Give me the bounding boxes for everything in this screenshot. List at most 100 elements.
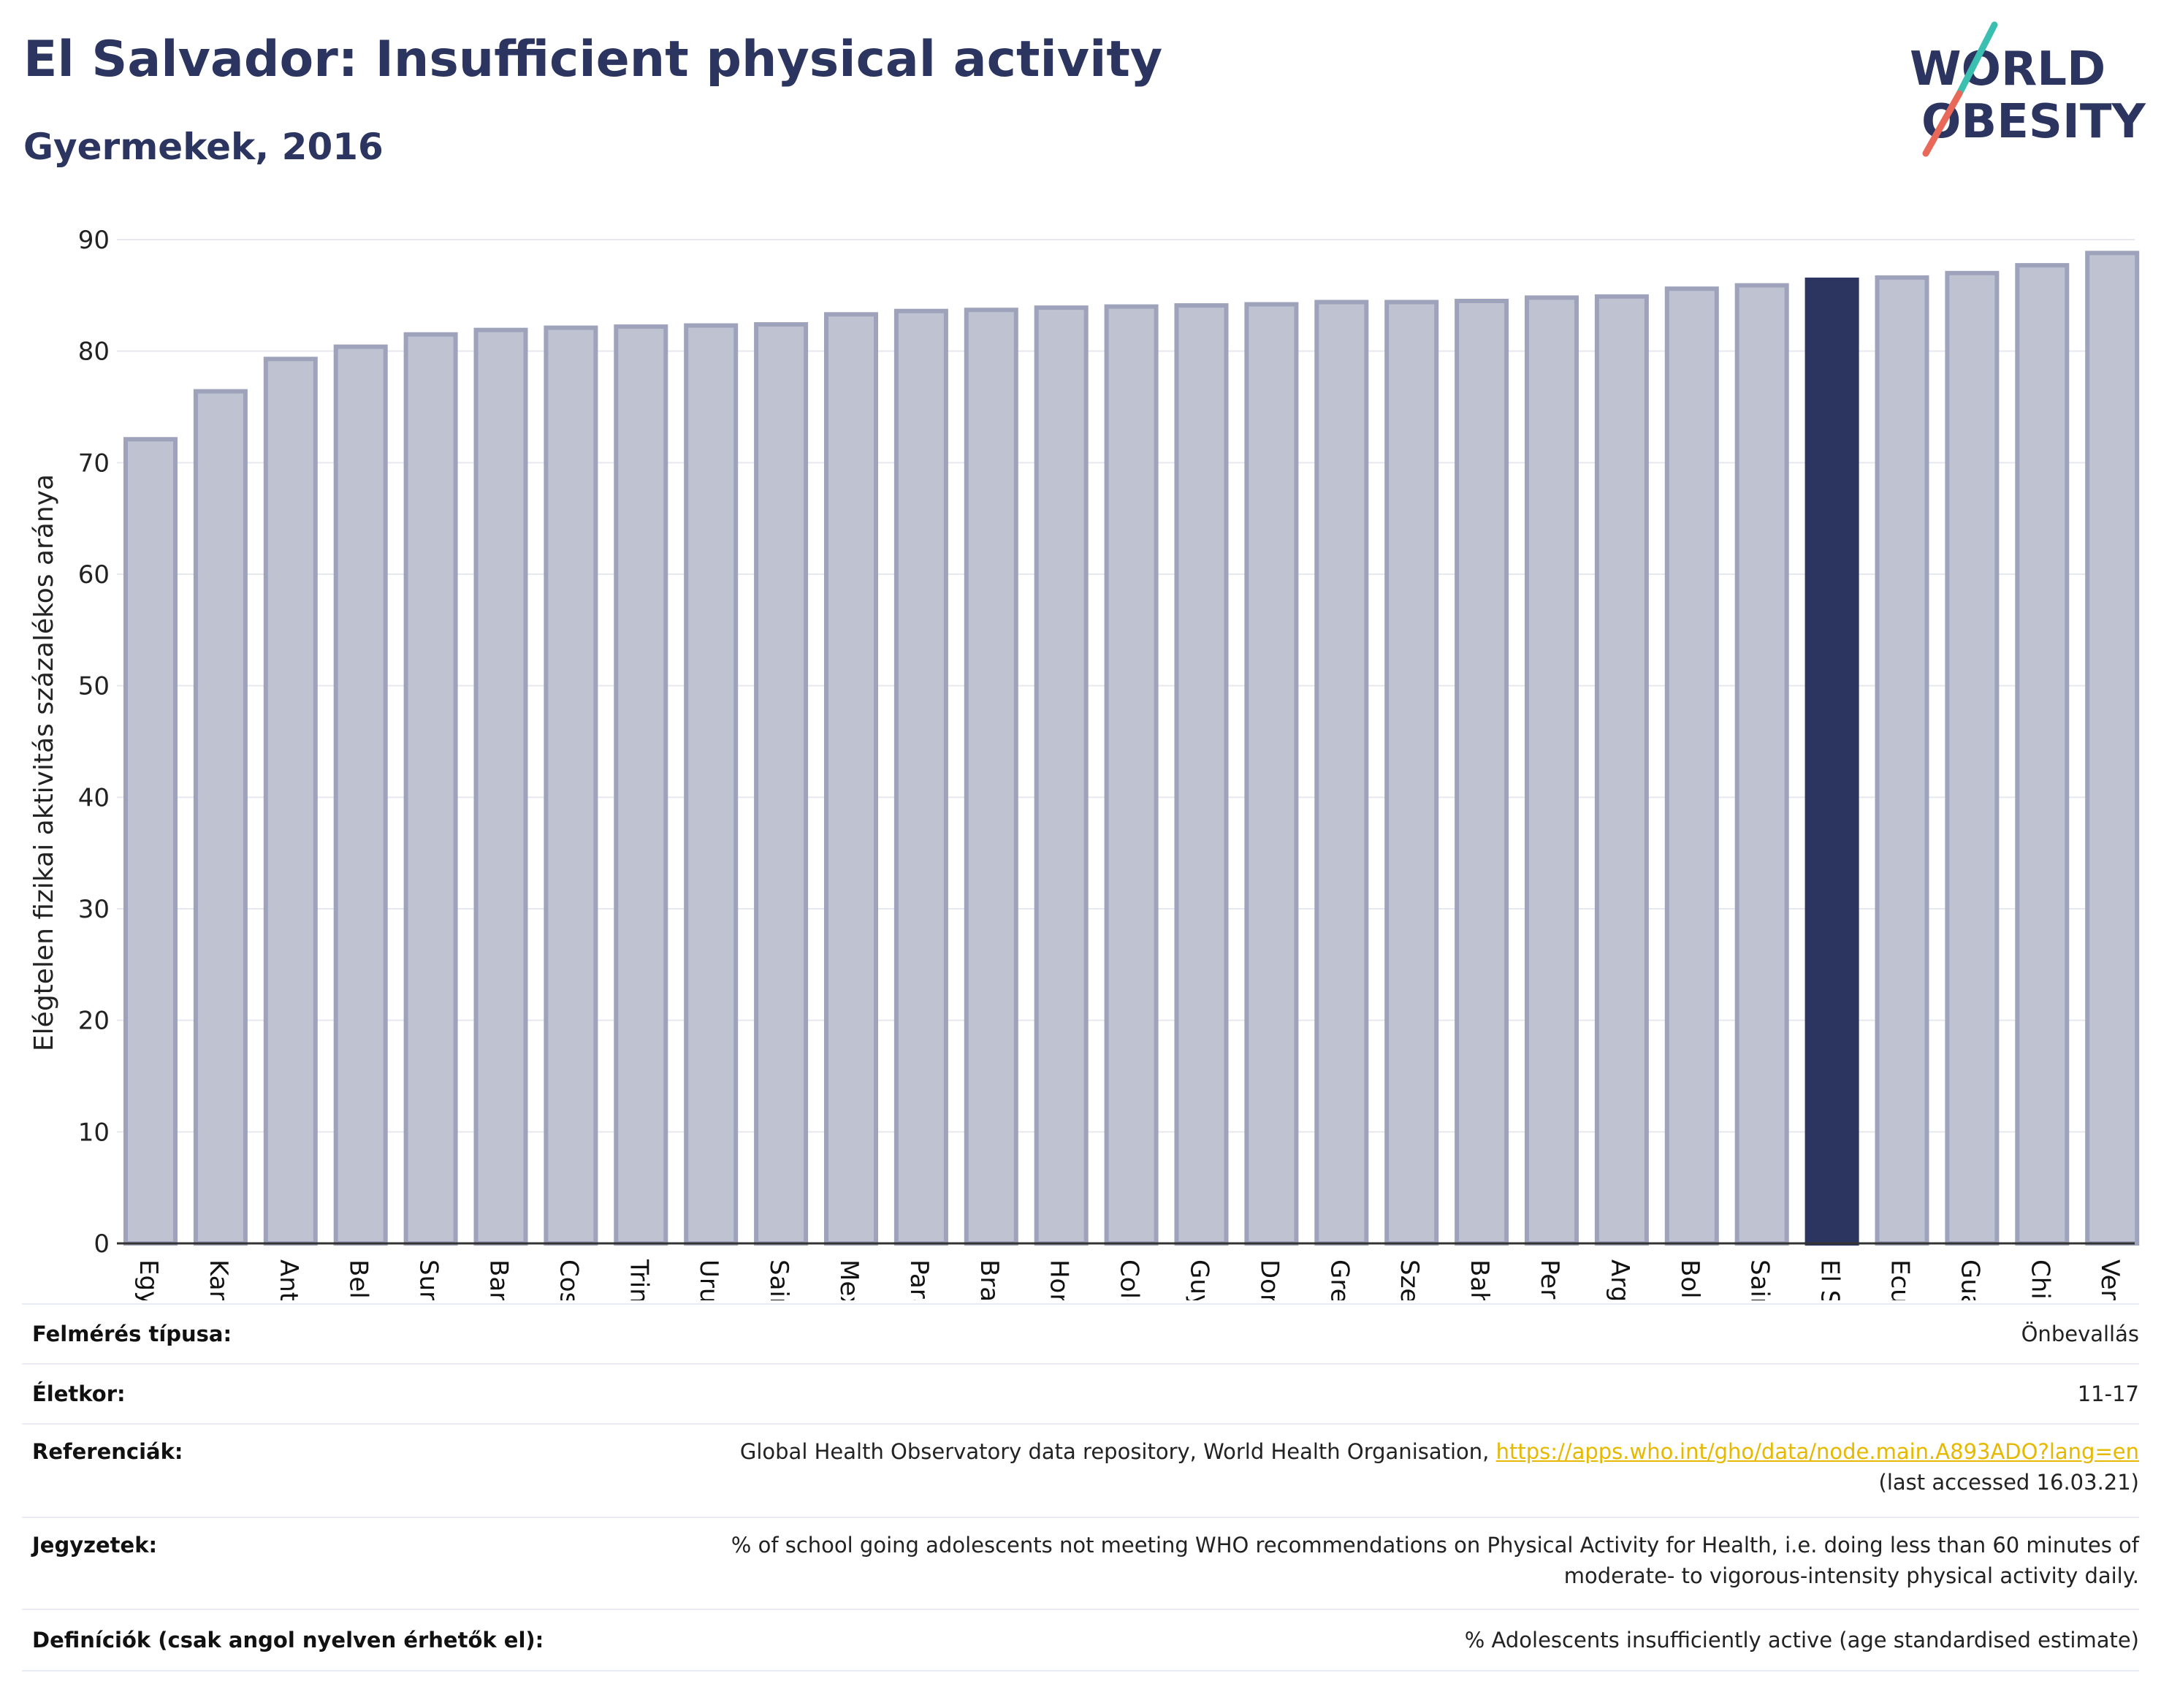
bar[interactable] [2015, 263, 2070, 1246]
notes-label: Jegyzetek: [32, 1533, 158, 1558]
bar[interactable] [193, 389, 248, 1246]
page-title: El Salvador: Insufficient physical activ… [23, 31, 1163, 88]
x-tick-label: Mexikó [834, 1259, 864, 1300]
logo-word-obesity: OBESITY [1921, 95, 2146, 149]
bar[interactable] [1034, 305, 1089, 1246]
footer-row-survey-type: Felmérés típusa: Önbevallás [22, 1303, 2139, 1363]
bar[interactable] [754, 322, 809, 1246]
notes-value: % of school going adolescents not meetin… [649, 1530, 2139, 1591]
x-tick-label: Szent Lucia [1395, 1259, 1424, 1300]
bar[interactable] [1734, 283, 1789, 1246]
notes-line-2: moderate- to vigorous-intensity physical… [1563, 1563, 2139, 1588]
bar[interactable] [1455, 298, 1509, 1246]
definitions-label: Definíciók (csak angol nyelven érhetők e… [32, 1628, 544, 1652]
x-tick-label: Kanada [204, 1259, 233, 1300]
x-tick-label: Egyesült Államok [134, 1259, 164, 1300]
bar[interactable] [1174, 303, 1229, 1246]
bar[interactable] [893, 308, 948, 1246]
x-tick-label: Chile [2025, 1259, 2054, 1300]
bar-chart: 0 10 20 30 40 50 60 70 80 90 Egyesült Államok Kana… [29, 226, 2140, 1300]
references-link[interactable]: https://apps.who.int/gho/data/node.main.… [1495, 1439, 2139, 1464]
x-tick-label: Venezuela [2095, 1259, 2124, 1300]
bar[interactable] [1525, 295, 1579, 1246]
x-tick-label: Antigua és Barbuda [274, 1259, 303, 1300]
logo-slash-coral [1922, 90, 1963, 157]
footer-row-references: Referenciák: Global Health Observatory d… [22, 1423, 2139, 1517]
x-tick-label: Paraguay [904, 1259, 934, 1300]
y-tick-label: 60 [78, 560, 110, 590]
x-tick-label: Suriname [414, 1259, 443, 1300]
bar[interactable] [544, 325, 598, 1246]
x-tick-label: El Salvador [1815, 1259, 1845, 1300]
bar[interactable] [1244, 302, 1299, 1246]
notes-line-1: % of school going adolescents not meetin… [731, 1533, 2139, 1558]
y-tick-label: 40 [78, 783, 110, 812]
bar[interactable] [2085, 251, 2140, 1246]
x-tick-label: Guyana [1185, 1259, 1214, 1300]
references-value: Global Health Observatory data repositor… [649, 1436, 2139, 1498]
x-tick-label: Grenada [1325, 1259, 1354, 1300]
y-tick-label: 0 [94, 1229, 110, 1259]
x-tick-label: Costa Rica [554, 1259, 583, 1300]
x-tick-label: Saint Kitts és Nevis [764, 1259, 793, 1300]
x-tick-label: Honduras [1045, 1259, 1074, 1300]
y-tick-label: 80 [78, 338, 110, 367]
x-tick-label: Dominikai Közösség [1254, 1259, 1284, 1300]
bar[interactable] [1875, 275, 1929, 1246]
logo-word-world: WORLD [1910, 42, 2105, 96]
y-tick-label: 90 [78, 226, 110, 255]
x-tick-label: Argentína [1605, 1259, 1634, 1300]
x-axis-labels: Egyesült Államok Kanada Antigua és Barbuda… [134, 1259, 2124, 1300]
x-tick-label: Belize [344, 1259, 373, 1300]
x-tick-label: Barbados [484, 1259, 514, 1300]
bar[interactable] [1594, 294, 1649, 1246]
survey-type-value: Önbevallás [2021, 1322, 2139, 1346]
age-value: 11-17 [2077, 1381, 2139, 1406]
x-tick-label: Bolívia [1675, 1259, 1704, 1300]
bar[interactable] [1104, 304, 1159, 1246]
bar[interactable] [333, 344, 388, 1246]
bar[interactable] [614, 324, 668, 1246]
metadata-footer: Felmérés típusa: Önbevallás Életkor: 11-… [22, 1303, 2139, 1671]
bar[interactable] [473, 327, 528, 1246]
references-label: Referenciák: [32, 1439, 183, 1464]
bar[interactable] [824, 312, 878, 1246]
x-tick-label: Guatemala [1955, 1259, 1984, 1300]
x-tick-label: Peru [1535, 1259, 1564, 1300]
x-tick-label: Brazília [975, 1259, 1004, 1300]
bar[interactable] [263, 357, 318, 1246]
bar[interactable] [403, 332, 458, 1246]
footer-row-definitions: Definíciók (csak angol nyelven érhetők e… [22, 1609, 2139, 1671]
x-tick-label: Bahama-szigetek [1465, 1259, 1494, 1300]
bar[interactable] [684, 323, 739, 1246]
bar[interactable] [1314, 300, 1369, 1246]
page-subtitle: Gyermekek, 2016 [23, 126, 384, 168]
x-tick-label: Uruguay [694, 1259, 723, 1300]
x-tick-label: Ecuador [1886, 1259, 1915, 1300]
y-tick-label: 20 [78, 1007, 110, 1036]
y-tick-label: 70 [78, 449, 110, 478]
footer-row-age: Életkor: 11-17 [22, 1363, 2139, 1423]
bar[interactable] [1945, 270, 2000, 1246]
x-tick-label: Saint Vincent és a Grenadine-szigetek [1745, 1259, 1775, 1300]
survey-type-label: Felmérés típusa: [32, 1322, 232, 1346]
y-tick-label: 30 [78, 895, 110, 924]
y-tick-label: 50 [78, 672, 110, 701]
bar[interactable] [123, 437, 178, 1246]
x-tick-label: Colombia [1115, 1259, 1144, 1300]
logo-slash-teal [1956, 21, 1998, 97]
bar-highlighted[interactable] [1804, 277, 1859, 1246]
y-axis-title: Elégtelen fizikai aktivitás százalékos a… [29, 474, 59, 1051]
bars [123, 251, 2140, 1246]
bar[interactable] [1664, 286, 1719, 1246]
y-axis-ticks: 0 10 20 30 40 50 60 70 80 90 [78, 226, 110, 1259]
references-text: Global Health Observatory data repositor… [739, 1439, 1496, 1464]
references-accessed: (last accessed 16.03.21) [1878, 1470, 2139, 1495]
world-obesity-logo: WORLD OBESITY [1910, 21, 2146, 157]
bar[interactable] [964, 308, 1018, 1246]
bar[interactable] [1384, 300, 1439, 1246]
age-label: Életkor: [32, 1381, 126, 1406]
definitions-value: % Adolescents insufficiently active (age… [1464, 1628, 2139, 1652]
y-tick-label: 10 [78, 1118, 110, 1147]
footer-row-notes: Jegyzetek: % of school going adolescents… [22, 1517, 2139, 1609]
